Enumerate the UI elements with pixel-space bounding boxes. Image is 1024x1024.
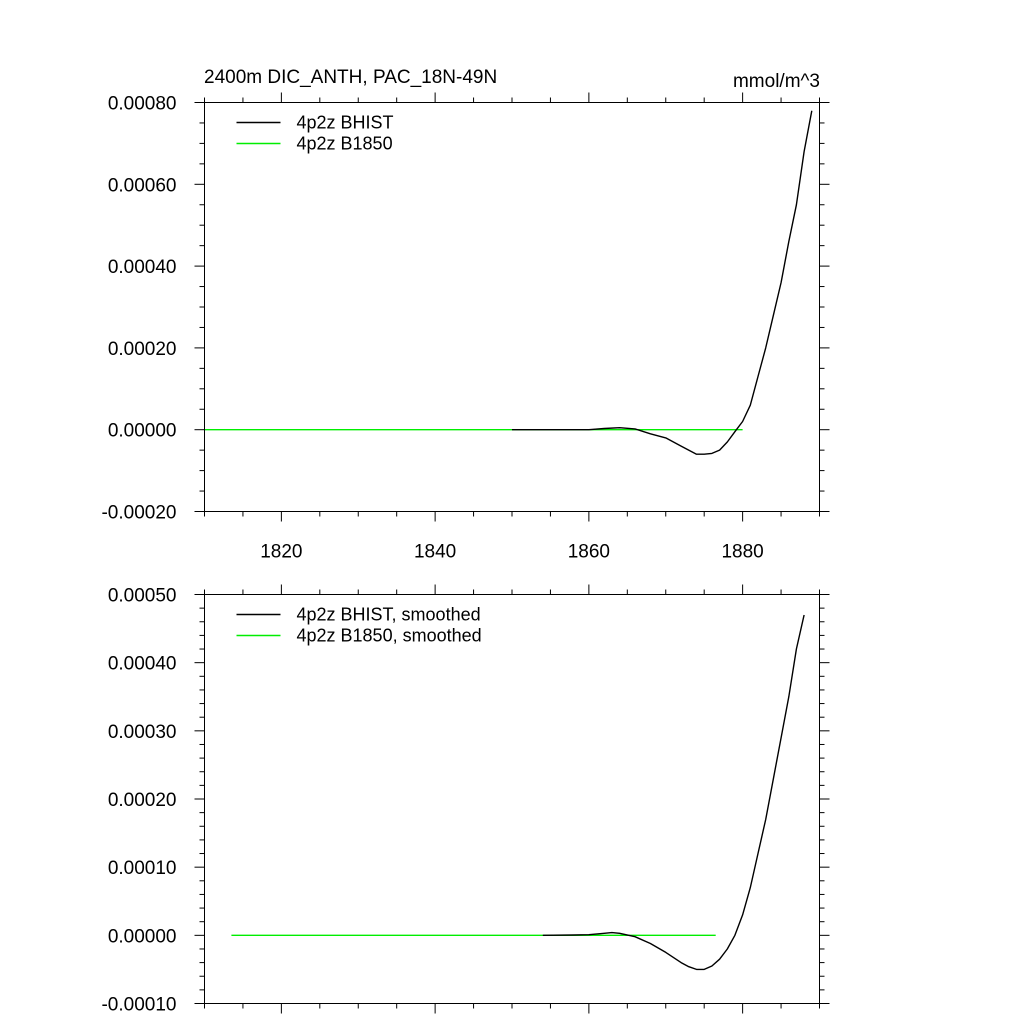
series-line-0 bbox=[542, 614, 805, 971]
plot-frame bbox=[204, 594, 820, 1004]
y-tick-label: 0.00000 bbox=[108, 421, 177, 442]
y-tick-label: 0.00040 bbox=[108, 654, 177, 675]
y-tick-label: 0.00000 bbox=[108, 926, 177, 947]
legend-label: 4p2z B1850, smoothed bbox=[297, 626, 482, 646]
chart-title: 2400m DIC_ANTH, PAC_18N-49N bbox=[204, 67, 497, 88]
y-tick-label: 0.00020 bbox=[108, 790, 177, 811]
y-tick-label: 0.00040 bbox=[108, 257, 177, 278]
y-tick-label: 0.00010 bbox=[108, 858, 177, 879]
x-tick-label: 1820 bbox=[260, 542, 302, 563]
bottom-panel: -0.00010 0.00000 0.00010 0.00020 0.00030 0.00… bbox=[101, 584, 830, 1016]
legend-label: 4p2z BHIST bbox=[297, 113, 394, 133]
y-tick-label: 0.00030 bbox=[108, 722, 177, 743]
y-tick-label: -0.00020 bbox=[101, 503, 176, 524]
units-label: mmol/m^3 bbox=[733, 71, 820, 92]
y-tick-label: 0.00050 bbox=[108, 586, 177, 607]
series-line-0 bbox=[512, 110, 813, 455]
plot-frame bbox=[204, 102, 820, 512]
top-panel: 2400m DIC_ANTH, PAC_18N-49N mmol/m^3 182… bbox=[101, 67, 830, 563]
x-tick-label: 1880 bbox=[721, 542, 763, 563]
y-tick-label: 0.00080 bbox=[108, 94, 177, 115]
x-tick-label: 1860 bbox=[568, 542, 610, 563]
legend-label: 4p2z B1850 bbox=[297, 134, 393, 154]
y-tick-label: 0.00060 bbox=[108, 175, 177, 196]
y-tick-label: 0.00020 bbox=[108, 339, 177, 360]
x-tick-label: 1840 bbox=[414, 542, 456, 563]
legend-label: 4p2z BHIST, smoothed bbox=[297, 605, 481, 625]
y-tick-label: -0.00010 bbox=[101, 995, 176, 1016]
